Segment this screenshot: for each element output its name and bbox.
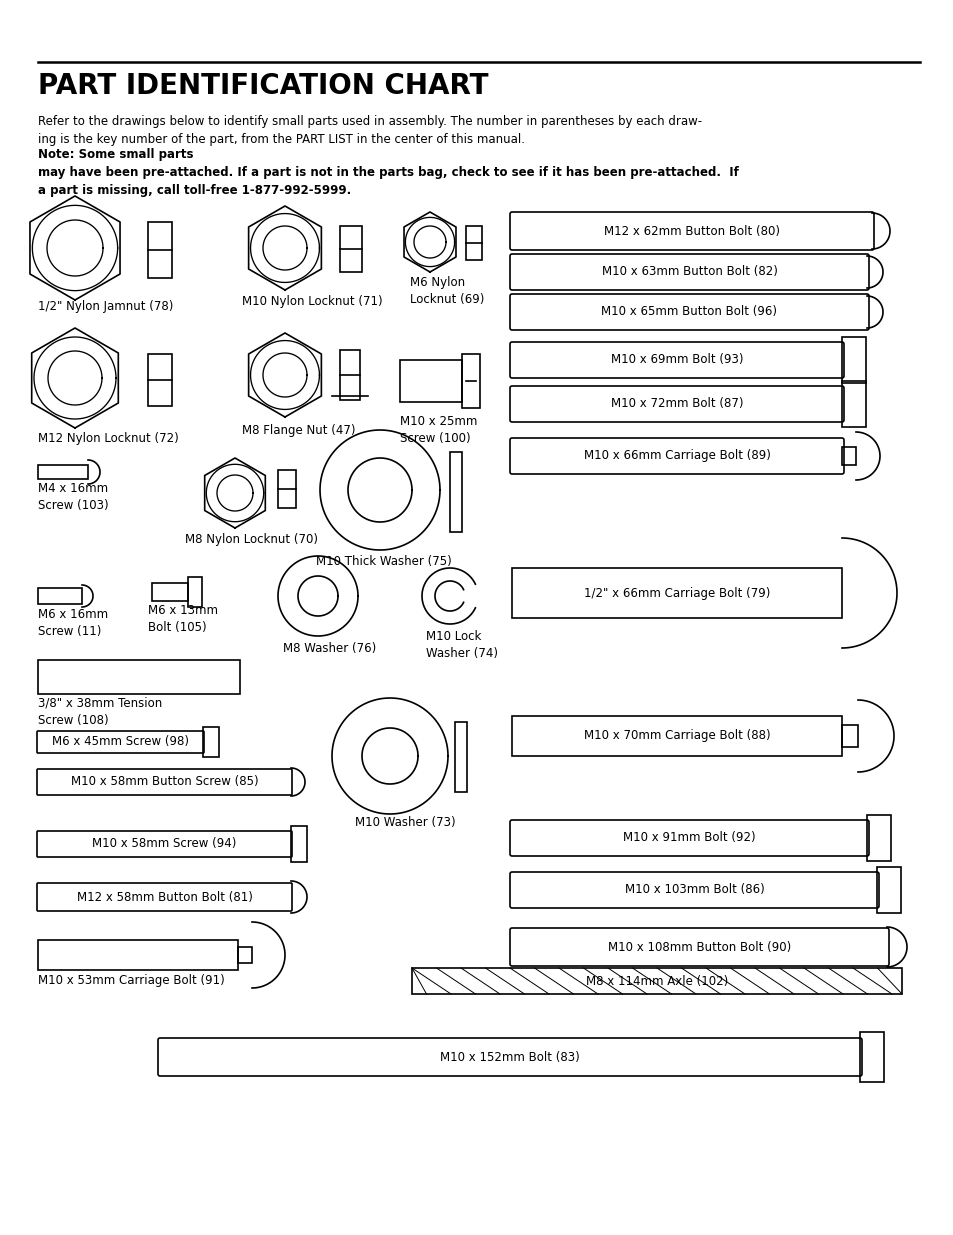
Text: M10 Washer (73): M10 Washer (73): [355, 816, 456, 829]
Text: Note: Some small parts
may have been pre-attached. If a part is not in the parts: Note: Some small parts may have been pre…: [38, 148, 739, 198]
Text: M12 Nylon Locknut (72): M12 Nylon Locknut (72): [38, 432, 178, 445]
Text: M12 x 58mm Button Bolt (81): M12 x 58mm Button Bolt (81): [76, 890, 253, 904]
Text: M10 Thick Washer (75): M10 Thick Washer (75): [315, 555, 452, 568]
Text: M8 x 114mm Axle (102): M8 x 114mm Axle (102): [585, 974, 727, 988]
Text: M10 Lock
Washer (74): M10 Lock Washer (74): [426, 630, 497, 659]
Text: M10 x 25mm
Screw (100): M10 x 25mm Screw (100): [399, 415, 476, 445]
Text: M4 x 16mm
Screw (103): M4 x 16mm Screw (103): [38, 482, 109, 513]
Text: M6 Nylon
Locknut (69): M6 Nylon Locknut (69): [410, 275, 484, 306]
Text: M10 x 53mm Carriage Bolt (91): M10 x 53mm Carriage Bolt (91): [38, 974, 225, 987]
Text: M6 x 13mm
Bolt (105): M6 x 13mm Bolt (105): [148, 604, 218, 634]
Text: Refer to the drawings below to identify small parts used in assembly. The number: Refer to the drawings below to identify …: [38, 115, 701, 146]
Text: M10 x 103mm Bolt (86): M10 x 103mm Bolt (86): [624, 883, 763, 897]
Text: M10 x 69mm Bolt (93): M10 x 69mm Bolt (93): [610, 353, 742, 367]
Text: 1/2" Nylon Jamnut (78): 1/2" Nylon Jamnut (78): [38, 300, 173, 312]
Text: M8 Nylon Locknut (70): M8 Nylon Locknut (70): [185, 534, 317, 546]
Text: M10 x 58mm Button Screw (85): M10 x 58mm Button Screw (85): [71, 776, 258, 788]
Text: 1/2" x 66mm Carriage Bolt (79): 1/2" x 66mm Carriage Bolt (79): [583, 587, 769, 599]
Text: M10 x 58mm Screw (94): M10 x 58mm Screw (94): [92, 837, 236, 851]
Text: M10 x 70mm Carriage Bolt (88): M10 x 70mm Carriage Bolt (88): [583, 730, 769, 742]
Text: M8 Washer (76): M8 Washer (76): [283, 642, 375, 655]
Text: M10 x 108mm Button Bolt (90): M10 x 108mm Button Bolt (90): [607, 941, 790, 953]
Text: M10 x 65mm Button Bolt (96): M10 x 65mm Button Bolt (96): [601, 305, 777, 319]
Text: M10 x 152mm Bolt (83): M10 x 152mm Bolt (83): [439, 1051, 579, 1063]
Text: M10 Nylon Locknut (71): M10 Nylon Locknut (71): [242, 295, 382, 308]
Text: 3/8" x 38mm Tension
Screw (108): 3/8" x 38mm Tension Screw (108): [38, 697, 162, 727]
Text: M10 x 63mm Button Bolt (82): M10 x 63mm Button Bolt (82): [601, 266, 777, 279]
Text: M8 Flange Nut (47): M8 Flange Nut (47): [242, 424, 355, 437]
Text: M6 x 16mm
Screw (11): M6 x 16mm Screw (11): [38, 608, 108, 638]
Text: M10 x 91mm Bolt (92): M10 x 91mm Bolt (92): [622, 831, 755, 845]
Text: M10 x 66mm Carriage Bolt (89): M10 x 66mm Carriage Bolt (89): [583, 450, 770, 462]
Text: PART IDENTIFICATION CHART: PART IDENTIFICATION CHART: [38, 72, 488, 100]
Text: M10 x 72mm Bolt (87): M10 x 72mm Bolt (87): [610, 398, 742, 410]
Text: M12 x 62mm Button Bolt (80): M12 x 62mm Button Bolt (80): [603, 225, 780, 237]
Text: M6 x 45mm Screw (98): M6 x 45mm Screw (98): [52, 736, 189, 748]
